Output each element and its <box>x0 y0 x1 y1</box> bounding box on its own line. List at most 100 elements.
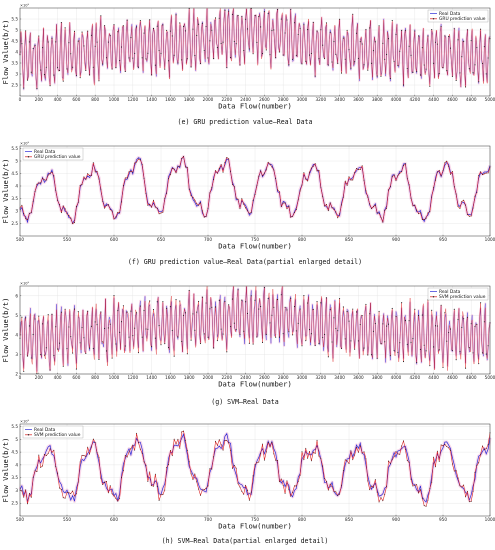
prediction-marker <box>38 182 40 184</box>
prediction-marker <box>389 462 391 464</box>
prediction-marker <box>262 443 263 445</box>
prediction-marker <box>292 334 294 336</box>
prediction-marker <box>60 21 62 24</box>
prediction-marker <box>378 212 380 214</box>
prediction-marker <box>134 162 136 164</box>
prediction-marker <box>49 172 51 174</box>
prediction-marker <box>90 175 92 176</box>
x-tick-label: 600 <box>72 97 80 102</box>
prediction-marker <box>371 208 373 209</box>
prediction-marker <box>194 473 196 475</box>
prediction-marker <box>307 180 309 182</box>
prediction-marker <box>436 325 438 327</box>
prediction-marker <box>156 207 158 209</box>
prediction-marker <box>286 208 288 210</box>
prediction-marker <box>431 309 433 311</box>
prediction-marker <box>258 308 260 310</box>
x-tick-label: 750 <box>251 517 259 522</box>
prediction-marker <box>361 315 363 317</box>
prediction-marker <box>483 46 485 48</box>
prediction-marker <box>483 321 485 323</box>
prediction-marker <box>104 25 106 27</box>
y-tick-label: 2 <box>15 372 18 377</box>
prediction-marker <box>124 454 126 456</box>
prediction-marker <box>141 57 143 59</box>
prediction-marker <box>216 47 218 49</box>
x-tick-label: 1200 <box>127 97 138 102</box>
x-tick-label: 650 <box>157 517 165 522</box>
prediction-marker <box>239 64 241 66</box>
prediction-marker <box>216 444 218 446</box>
prediction-marker <box>265 169 267 171</box>
figure-caption: (g) SVM—Real Data <box>211 398 279 406</box>
prediction-marker <box>111 357 113 359</box>
prediction-marker <box>57 348 59 350</box>
prediction-marker <box>352 179 354 181</box>
prediction-marker <box>92 66 94 68</box>
prediction-marker <box>166 467 168 469</box>
prediction-marker <box>247 489 248 491</box>
prediction-marker <box>442 445 444 447</box>
legend-box <box>22 425 84 439</box>
x-tick-label: 1400 <box>146 97 157 102</box>
prediction-marker <box>209 308 211 310</box>
prediction-marker <box>399 342 401 344</box>
prediction-marker <box>53 74 55 76</box>
prediction-marker <box>325 22 327 24</box>
prediction-marker <box>248 342 250 344</box>
prediction-marker <box>307 302 309 304</box>
prediction-marker <box>288 64 290 66</box>
prediction-marker <box>346 310 348 313</box>
chart-panel: 500 550 600 650 700 750 800 850 900 950 1000 2.5 3 3.… <box>1 420 495 546</box>
prediction-marker <box>68 215 70 216</box>
prediction-marker <box>45 347 47 349</box>
prediction-marker <box>203 216 205 218</box>
figure-caption: (f) GRU prediction value—Real Data(parti… <box>128 258 362 266</box>
prediction-marker <box>312 165 314 167</box>
prediction-marker <box>40 182 42 184</box>
y-tick-label: 5.5 <box>11 17 18 22</box>
prediction-marker <box>487 345 489 347</box>
prediction-marker <box>466 29 468 31</box>
prediction-marker <box>401 302 403 304</box>
prediction-marker <box>363 451 365 453</box>
prediction-marker <box>169 306 171 308</box>
prediction-marker <box>85 455 87 457</box>
prediction-marker <box>81 454 83 456</box>
prediction-marker <box>397 65 399 67</box>
x-tick-label: 3000 <box>297 375 308 380</box>
prediction-marker <box>43 354 45 356</box>
prediction-marker <box>414 204 416 206</box>
y-tick-label: 3 <box>15 488 18 493</box>
prediction-marker <box>192 478 194 480</box>
prediction-marker <box>357 169 359 171</box>
prediction-marker <box>346 29 348 31</box>
x-tick-label: 3400 <box>334 97 345 102</box>
prediction-marker <box>137 158 139 160</box>
prediction-marker <box>453 185 455 187</box>
prediction-marker <box>162 301 164 303</box>
figure-caption: (h) SVM—Real Data(partial enlarged detai… <box>162 537 329 545</box>
x-tick-label: 5000 <box>485 375 495 380</box>
prediction-marker <box>233 322 235 324</box>
prediction-marker <box>167 346 170 349</box>
prediction-marker <box>160 52 162 54</box>
prediction-marker <box>393 349 395 352</box>
plot-frame <box>19 285 491 375</box>
prediction-marker <box>28 325 30 327</box>
prediction-marker <box>429 211 431 213</box>
x-tick-label: 3400 <box>334 375 345 380</box>
prediction-marker <box>141 336 143 338</box>
prediction-marker <box>113 218 115 220</box>
prediction-marker <box>372 486 374 488</box>
prediction-marker <box>90 446 92 448</box>
prediction-marker <box>181 431 183 433</box>
prediction-marker <box>297 33 299 35</box>
prediction-marker <box>331 341 333 343</box>
prediction-marker <box>421 47 423 49</box>
prediction-marker <box>466 491 468 493</box>
prediction-marker <box>252 475 254 477</box>
prediction-marker <box>267 161 269 163</box>
prediction-marker <box>113 295 115 297</box>
